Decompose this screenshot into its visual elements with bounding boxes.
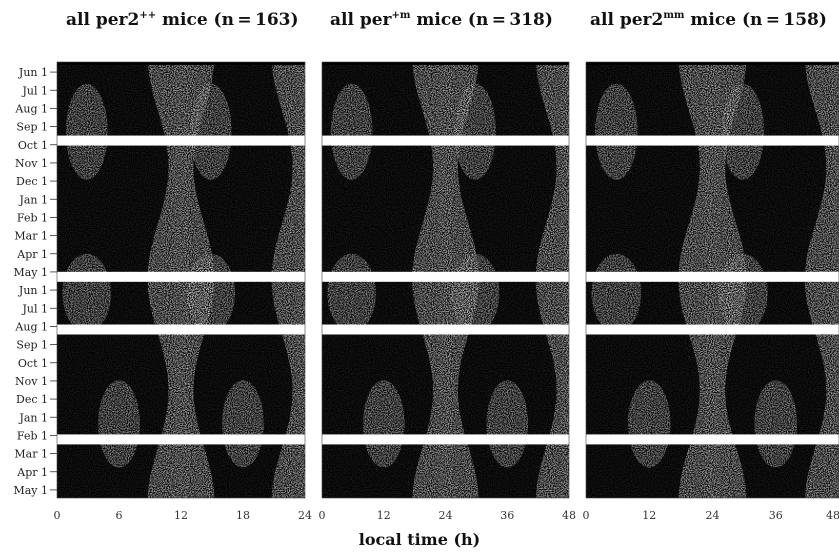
top-activity-band <box>57 62 305 65</box>
x-tick-label: 12 <box>174 509 188 522</box>
panel-frame <box>321 61 570 499</box>
y-tick-label: May 1 <box>13 266 48 279</box>
y-tick-label: Mar 1 <box>14 230 48 243</box>
data-gap-row <box>322 271 569 282</box>
actogram-panel-2 <box>321 61 570 499</box>
y-tick-label: Sep 1 <box>16 121 48 134</box>
data-gap-row <box>586 434 839 445</box>
data-gap-row <box>57 324 305 335</box>
top-activity-band <box>586 62 839 65</box>
y-tick-label: Jan 1 <box>18 411 48 424</box>
x-tick-label: 24 <box>298 509 312 522</box>
y-tick-label: Dec 1 <box>16 393 48 406</box>
top-activity-band <box>322 62 569 65</box>
data-gap-row <box>322 324 569 335</box>
x-tick-label: 12 <box>642 509 656 522</box>
data-gap-row <box>322 135 569 146</box>
data-gap-row <box>586 135 839 146</box>
y-tick-label: Jun 1 <box>18 66 48 79</box>
y-tick-label: Jan 1 <box>18 193 48 206</box>
y-tick-label: Sep 1 <box>16 339 48 352</box>
y-tick-label: Apr 1 <box>16 248 48 261</box>
y-tick-label: Jun 1 <box>18 284 48 297</box>
x-axis-label: local time (h) <box>358 530 481 549</box>
x-tick-label: 6 <box>116 509 123 522</box>
x-tick-label: 0 <box>583 509 590 522</box>
panel-title-1: all per2++ mice (n = 163) <box>66 10 299 30</box>
data-gap-row <box>57 434 305 445</box>
panel-frame <box>56 61 306 499</box>
x-tick-label: 24 <box>706 509 720 522</box>
y-tick-label: Feb 1 <box>17 429 48 442</box>
x-axes: 0 6 12 18 24 0 12 24 36 48 0 12 24 36 48 <box>54 509 839 522</box>
actogram-panel-3 <box>585 61 839 499</box>
x-tick-label: 0 <box>319 509 326 522</box>
y-tick-label: Aug 1 <box>14 102 48 115</box>
x-tick-label: 12 <box>377 509 391 522</box>
x-tick-label: 36 <box>500 509 514 522</box>
y-tick-label: Feb 1 <box>17 211 48 224</box>
panel-frame <box>585 61 839 499</box>
panel-title-2: all per+m mice (n = 318) <box>330 10 553 30</box>
y-tick-label: Apr 1 <box>16 466 48 479</box>
y-tick-label: Dec 1 <box>16 175 48 188</box>
y-tick-label: May 1 <box>13 484 48 497</box>
y-tick-label: Oct 1 <box>18 357 48 370</box>
x-tick-label: 48 <box>562 509 576 522</box>
data-gap-row <box>586 271 839 282</box>
actogram-panel-1 <box>56 61 306 499</box>
y-axis: Jun 1 Jul 1 Aug 1 Sep 1 Oct 1 Nov 1 Dec 1 Jan 1… <box>13 66 57 497</box>
y-tick-label: Aug 1 <box>14 320 48 333</box>
y-tick-label: Jul 1 <box>21 302 48 315</box>
y-tick-label: Nov 1 <box>15 157 48 170</box>
y-tick-label: Nov 1 <box>15 375 48 388</box>
data-gap-row <box>586 324 839 335</box>
data-gap-row <box>57 271 305 282</box>
y-tick-label: Mar 1 <box>14 448 48 461</box>
data-gap-row <box>57 135 305 146</box>
x-tick-label: 0 <box>54 509 61 522</box>
x-tick-label: 18 <box>236 509 250 522</box>
x-tick-label: 24 <box>439 509 453 522</box>
x-tick-label: 48 <box>826 509 839 522</box>
x-tick-label: 36 <box>769 509 783 522</box>
data-gap-row <box>322 434 569 445</box>
panel-title-3: all per2mm mice (n = 158) <box>590 10 827 30</box>
y-tick-label: Oct 1 <box>18 139 48 152</box>
y-tick-label: Jul 1 <box>21 84 48 97</box>
